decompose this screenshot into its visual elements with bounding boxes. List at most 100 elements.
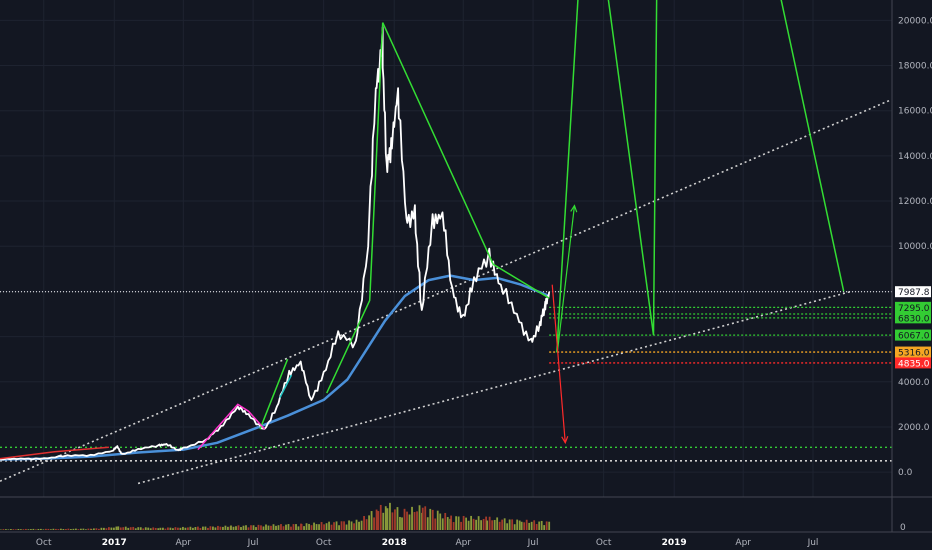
volume-bar (295, 524, 297, 530)
volume-bar (382, 512, 385, 530)
volume-bar (275, 525, 277, 530)
volume-bar (95, 528, 98, 530)
volume-bar (377, 511, 380, 530)
volume-bar (159, 527, 162, 530)
volume-bar (441, 518, 444, 530)
volume-bar (282, 526, 285, 530)
volume-bar (67, 528, 70, 530)
volume-bar (343, 521, 345, 530)
volume-bar (37, 528, 40, 530)
volume-bar (315, 524, 318, 530)
time-tick-label: Jul (247, 538, 259, 548)
volume-bar (523, 522, 526, 530)
volume-bar (47, 528, 50, 530)
volume-bar (421, 507, 424, 530)
volume-bar (408, 514, 411, 530)
volume-bar (10, 529, 12, 530)
volume-bar (450, 515, 453, 530)
price-tick-label: 10000.0 (898, 242, 932, 252)
time-tick-label: 2018 (382, 538, 407, 548)
volume-bar (132, 526, 135, 530)
time-tick-label: Apr (176, 538, 192, 548)
volume-bar (426, 517, 429, 530)
volume-bar (363, 516, 365, 530)
volume-bar (511, 519, 514, 530)
volume-bar (5, 529, 7, 530)
arrow-head (570, 204, 578, 213)
volume-bar (93, 528, 95, 530)
volume-bar (235, 526, 237, 530)
volume-bar (320, 522, 323, 530)
volume-bar (257, 524, 260, 530)
volume-bar (446, 517, 449, 530)
level-label: 6830.0 (898, 314, 930, 324)
time-tick-label: Jul (807, 538, 819, 548)
volume-bar (65, 528, 67, 530)
volume-bar (55, 528, 57, 530)
volume-bar (455, 516, 458, 530)
volume-bar (184, 527, 187, 530)
volume-bar (429, 508, 432, 530)
level-badge (895, 329, 931, 341)
volume-bar (406, 511, 408, 530)
volume-bar (340, 521, 343, 530)
volume-bar (462, 515, 465, 530)
volume-bar (129, 527, 132, 530)
volume-bar (305, 523, 308, 530)
volume-bar (333, 522, 335, 530)
volume-bar (20, 529, 22, 530)
arrow-head (561, 436, 569, 445)
volume-bar (27, 529, 30, 530)
volume-bar (12, 529, 15, 530)
volume-bar (119, 527, 122, 530)
time-tick-label: Oct (36, 538, 52, 548)
price-tick-label: 16000.0 (898, 107, 932, 117)
volume-bar (457, 516, 460, 530)
volume-bar (272, 524, 275, 530)
volume-bar (370, 511, 373, 530)
volume-bar (545, 521, 548, 530)
volume-bar (386, 508, 389, 530)
level-label: 7295.0 (898, 304, 930, 314)
volume-bar (350, 521, 353, 530)
level-badge (895, 312, 931, 324)
volume-bar (42, 529, 45, 530)
volume-bar (345, 524, 348, 530)
volume-bar (348, 520, 350, 530)
volume-bar (167, 527, 169, 530)
volume-bar (212, 526, 214, 530)
price-tick-label: 4000.0 (898, 378, 930, 388)
volume-bar (113, 527, 115, 530)
volume-bar (368, 515, 370, 530)
volume-bar (488, 516, 491, 530)
volume-bar (222, 526, 224, 530)
volume-bar (108, 527, 110, 530)
volume-bar (513, 524, 516, 530)
time-axis[interactable]: Oct 2017 Apr Jul Oct 2018 Apr Jul Oct 2019 Apr Jul (36, 538, 818, 548)
volume-bar (197, 526, 199, 530)
volume-bar (277, 525, 280, 530)
volume-bar (82, 528, 85, 530)
price-line (0, 26, 551, 461)
volume-bar (300, 523, 303, 530)
volume-bar (2, 529, 5, 530)
volume-bar (90, 529, 93, 530)
volume-bar (189, 526, 192, 530)
level-label: 5316.0 (898, 349, 930, 359)
volume-bar (470, 515, 473, 530)
volume-bar (169, 527, 172, 530)
volume-bar (431, 509, 434, 530)
volume-bar (411, 506, 413, 530)
volume-bar (192, 527, 194, 530)
volume-bar (15, 529, 17, 530)
price-tick-label: 2000.0 (898, 423, 930, 433)
volume-bar (365, 519, 368, 530)
dotted-trend-line (0, 98, 893, 482)
volume-bar (318, 524, 320, 530)
volume-bar (22, 529, 25, 530)
level-label: 6067.0 (898, 332, 930, 342)
volume-bar (434, 518, 437, 530)
